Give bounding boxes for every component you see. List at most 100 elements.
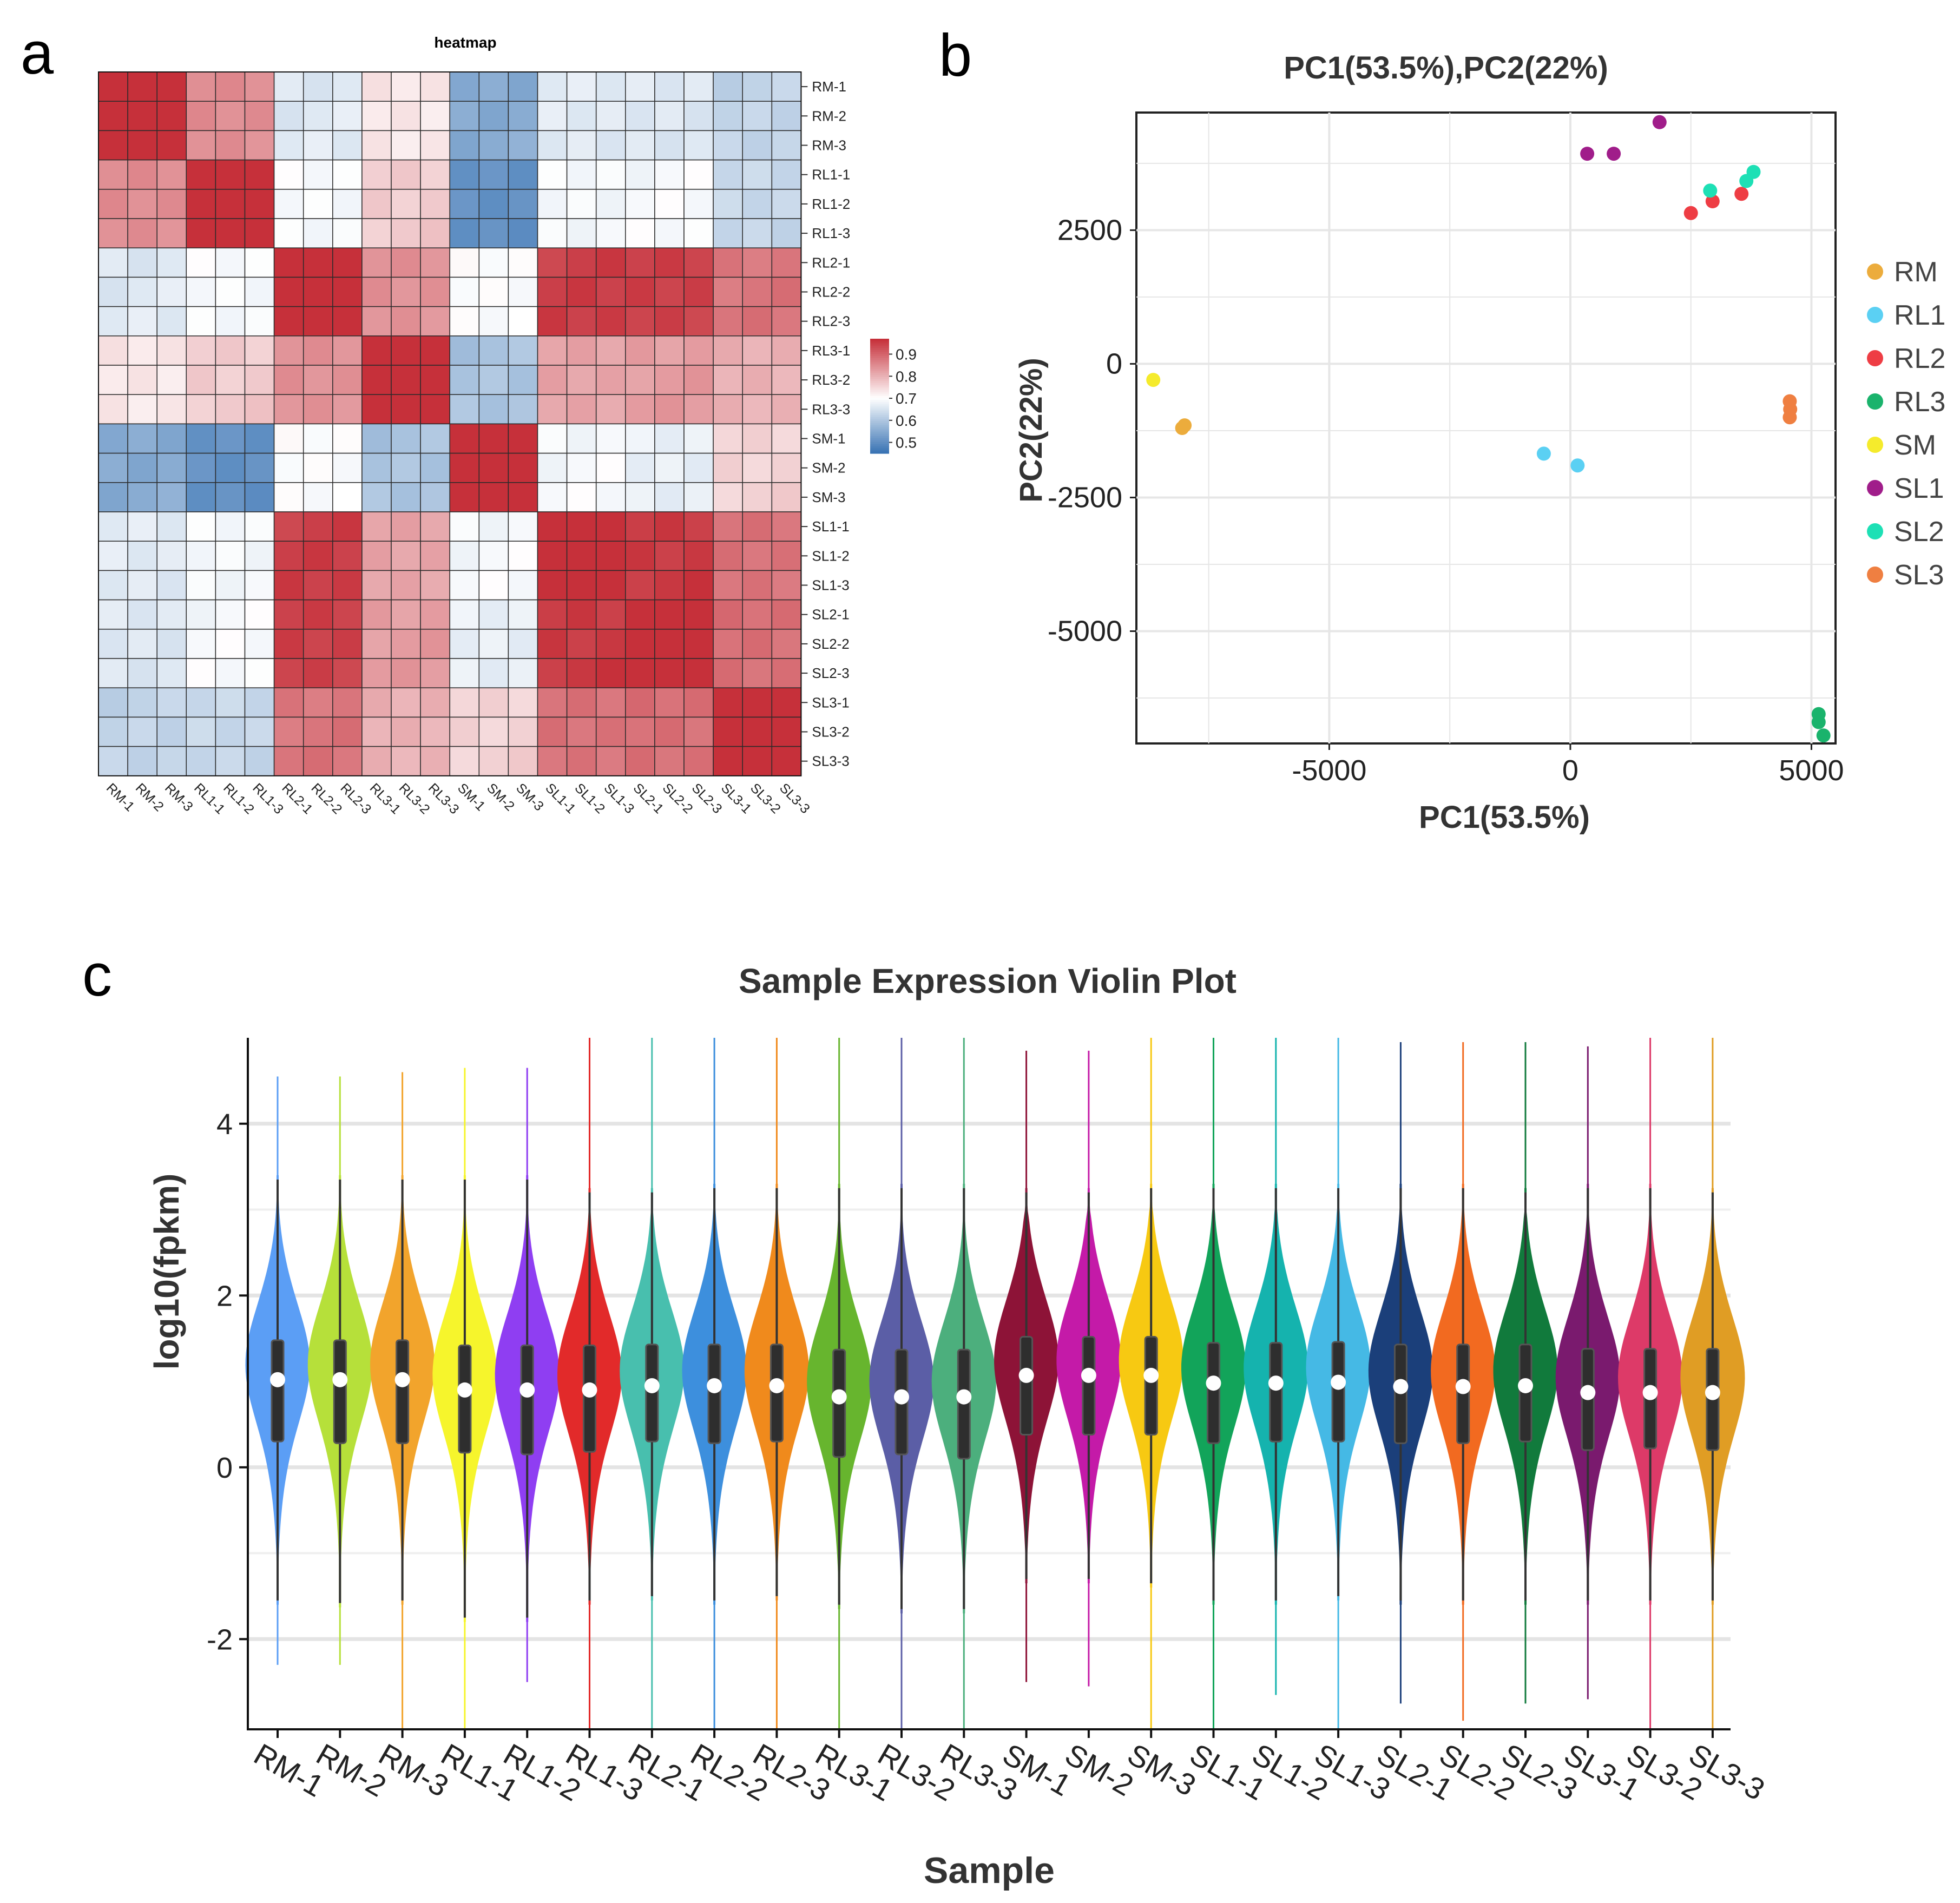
heatmap-cell [332,482,363,512]
heatmap-col-label: SL2-3 [689,780,725,816]
violin-RL2-3 [744,1038,809,1729]
heatmap-cell [537,687,568,718]
heatmap-cell [478,365,509,395]
legend-gradient-step [870,430,889,433]
heatmap-cell [420,394,450,425]
violin-RL2-1 [620,1038,685,1729]
heatmap-cell [654,687,685,718]
legend-tick-label: 0.9 [896,346,917,363]
heatmap-cell [595,599,626,630]
heatmap-cell [215,394,246,425]
heatmap-cell [478,130,509,161]
heatmap-cell [625,687,655,718]
legend-gradient-step [870,394,889,397]
violin-iqr-box [583,1344,596,1453]
heatmap-cell [771,599,802,630]
violin-shapes [245,1038,1745,1729]
heatmap-cell [449,247,480,278]
heatmap-cell [683,541,714,571]
heatmap-cell [742,276,773,307]
heatmap-cell [127,159,157,190]
heatmap-cell [332,570,363,601]
violin-y-tick-label: -2 [207,1623,233,1656]
heatmap-cell [391,482,421,512]
legend-gradient-step [870,409,889,412]
heatmap-cell [654,482,685,512]
violin-RL2-2 [682,1038,747,1729]
violin-SL1-2 [1244,1038,1308,1695]
heatmap-cell [625,570,655,601]
violin-median-dot [457,1382,472,1398]
heatmap-cell [449,394,480,425]
heatmap-cell [537,423,568,454]
heatmap-cell [508,541,538,571]
violin-y-axis-label: log10(fpkm) [147,1174,186,1370]
panel-letter-c: c [82,942,112,1009]
heatmap-cell [332,218,363,248]
heatmap-col-labels: RM-1RM-2RM-3RL1-1RL1-2RL1-3RL2-1RL2-2RL2… [103,780,813,817]
heatmap-cell [420,423,450,454]
heatmap-cell [595,71,626,102]
heatmap-cell [156,511,187,542]
heatmap-cell [683,159,714,190]
heatmap-cell [332,394,363,425]
heatmap-cell [391,716,421,747]
heatmap-cell [771,658,802,688]
heatmap-cell [273,365,304,395]
legend-gradient-step [870,445,889,448]
heatmap-cell [654,101,685,131]
heatmap-cell [273,394,304,425]
heatmap-cell [478,218,509,248]
heatmap-cell [98,746,128,776]
legend-gradient-step [870,400,889,403]
heatmap-cell [566,599,597,630]
heatmap-cell [478,159,509,190]
heatmap-cell [332,101,363,131]
heatmap-cell [654,423,685,454]
violin-median-dot [582,1382,597,1398]
legend-gradient-step [870,419,889,422]
panel-letter-a: a [21,20,54,87]
heatmap-cell [361,746,392,776]
heatmap-cell [508,511,538,542]
heatmap-cell [127,629,157,659]
heatmap-cell [771,335,802,366]
legend-gradient-step [870,383,889,385]
heatmap-cell [391,365,421,395]
heatmap-cell [478,71,509,102]
heatmap-cell [771,746,802,776]
heatmap-col-label: SL3-2 [747,780,784,816]
heatmap-cell [244,658,275,688]
heatmap-cell [186,452,216,483]
heatmap-cell [595,482,626,512]
heatmap-cell [595,218,626,248]
violin-median-dot [1331,1374,1346,1390]
pca-point-sm [1146,373,1161,387]
heatmap-cell [302,71,333,102]
heatmap-cell [713,658,743,688]
heatmap-cell [683,130,714,161]
pca-legend-label: SL3 [1894,559,1944,591]
heatmap-cell [98,687,128,718]
heatmap-cell [566,541,597,571]
heatmap-cell [391,423,421,454]
heatmap-cell [713,570,743,601]
heatmap-cell [537,746,568,776]
heatmap-cell [361,541,392,571]
heatmap-cell [449,159,480,190]
heatmap-row-label: SL3-1 [812,694,849,710]
heatmap-cell [595,365,626,395]
heatmap-cell [683,365,714,395]
heatmap-cell [391,189,421,219]
heatmap-cell [625,71,655,102]
legend-gradient-step [870,436,889,439]
heatmap-cell [742,599,773,630]
heatmap-row-labels: RM-1 RM-2 RM-3 RL1-1 RL1-2 RL1-3 RL2-1 RL2-2 RL2… [801,78,850,769]
heatmap-cell [98,276,128,307]
heatmap-cell [156,716,187,747]
heatmap-cell [186,218,216,248]
violin-SL2-2 [1431,1042,1496,1721]
violin-median-dot [1455,1379,1471,1394]
heatmap-cell [566,511,597,542]
heatmap-cell [98,71,128,102]
